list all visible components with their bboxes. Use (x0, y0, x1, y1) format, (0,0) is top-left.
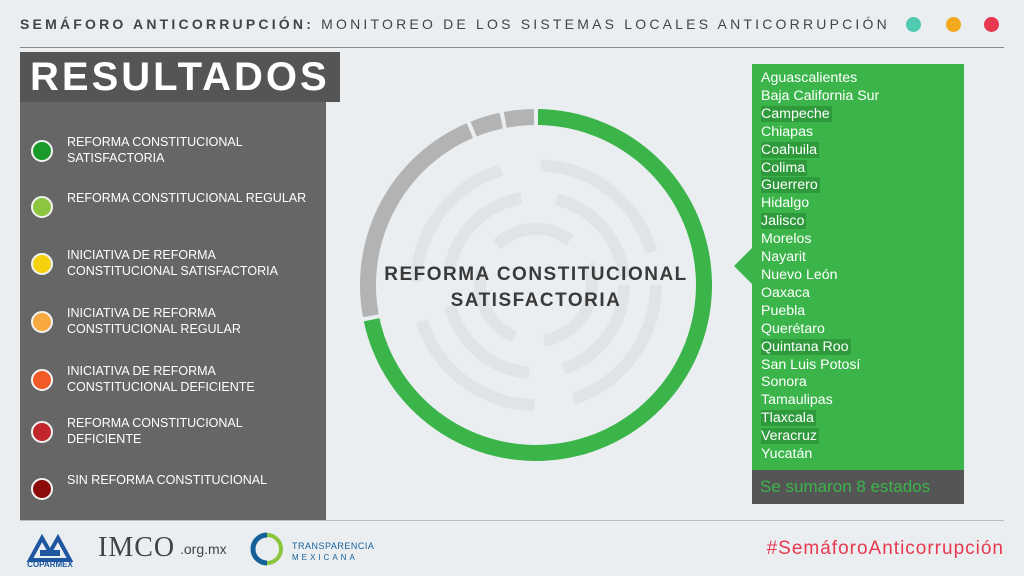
state-item: Guerrero (761, 177, 961, 195)
state-item: Querétaro (761, 321, 961, 339)
state-name: Oaxaca (761, 284, 810, 301)
state-item: Baja California Sur (761, 88, 961, 106)
state-item: Quintana Roo (761, 338, 961, 357)
donut-segment-2 (470, 112, 503, 137)
legend-item: INICIATIVA DE REFORMA CONSTITUCIONAL REG… (31, 305, 321, 345)
transparencia-mexicana-line1: TRANSPARENCIA (292, 541, 375, 551)
state-name: Tlaxcala (761, 410, 816, 427)
states-list: Aguascalientes Baja California Sur Campech… (761, 70, 961, 464)
donut-segments (360, 109, 712, 462)
state-name: Aguascalientes (761, 70, 858, 86)
chart-center-label: REFORMA CONSTITUCIONAL SATISFACTORIA (384, 264, 688, 311)
state-name: Veracruz (761, 428, 819, 445)
coparmex-logo-text: COPARMEX (27, 560, 73, 569)
footer-divider (20, 520, 1004, 521)
legend-label: REFORMA CONSTITUCIONAL SATISFACTORIA (67, 135, 243, 165)
state-name: Hidalgo (761, 195, 810, 212)
donut-segment-3 (503, 109, 535, 128)
legend-color-dot-icon (31, 311, 53, 333)
teal-dot-icon (906, 17, 921, 32)
transparencia-mexicana-line2: MEXICANA (292, 553, 358, 562)
coparmex-logo-icon (26, 533, 74, 562)
state-name: Baja California Sur (761, 87, 880, 104)
state-name: Querétaro (761, 320, 825, 337)
decorative-ring (442, 191, 630, 379)
state-name: Nayarit (761, 249, 806, 266)
state-item: Chiapas (761, 124, 961, 142)
legend-label: REFORMA CONSTITUCIONAL REGULAR (67, 191, 307, 205)
state-item: Jalisco (761, 213, 961, 231)
decorative-rings (410, 159, 662, 411)
donut-chart-svg (360, 109, 712, 462)
state-item: Colima (761, 159, 961, 178)
state-item: Hidalgo (761, 195, 961, 213)
legend-label: INICIATIVA DE REFORMA CONSTITUCIONAL REG… (67, 306, 241, 336)
states-summary: Se sumaron 8 estados (752, 470, 964, 504)
imco-logo-suffix: .org.mx (180, 541, 227, 557)
legend-color-dot-icon (31, 253, 53, 275)
red-dot-icon (984, 17, 999, 32)
donut-segment-1 (360, 123, 474, 318)
transparencia-mexicana-logo-icon (250, 532, 283, 566)
results-panel: RESULTADOS REFORMA CONSTITUCIONAL SATISF… (20, 52, 340, 520)
state-name: San Luis Potosí (761, 356, 861, 373)
state-name: Nuevo León (761, 266, 838, 283)
state-item: Puebla (761, 303, 961, 321)
state-name: Colima (761, 159, 808, 176)
legend-color-dot-icon (31, 421, 53, 443)
state-name: Campeche (761, 105, 832, 122)
legend-color-dot-icon (31, 196, 53, 218)
state-item: Nuevo León (761, 267, 961, 285)
state-name: Guerrero (761, 177, 820, 194)
state-name: Yucatán (761, 446, 813, 463)
legend-item: REFORMA CONSTITUCIONAL SATISFACTORIA (31, 134, 321, 174)
state-name: Puebla (761, 302, 806, 319)
decorative-ring (410, 159, 662, 411)
state-item: Veracruz (761, 428, 961, 446)
legend-item: INICIATIVA DE REFORMA CONSTITUCIONAL DEF… (31, 363, 321, 403)
hashtag: #SemáforoAnticorrupción (766, 538, 1004, 559)
state-item: Tlaxcala (761, 410, 961, 428)
legend-color-dot-icon (31, 369, 53, 391)
legend-label: REFORMA CONSTITUCIONAL DEFICIENTE (67, 416, 243, 446)
state-item: Yucatán (761, 446, 961, 464)
legend-label: INICIATIVA DE REFORMA CONSTITUCIONAL DEF… (67, 364, 255, 394)
legend-color-dot-icon (31, 478, 53, 500)
state-name: Morelos (761, 231, 812, 248)
state-item: Campeche (761, 105, 961, 124)
header-title-bold: SEMÁFORO ANTICORRUPCIÓN: (20, 16, 315, 32)
states-pointer-arrow (734, 246, 754, 286)
state-name: Tamaulipas (761, 392, 833, 409)
state-item: Tamaulipas (761, 392, 961, 410)
header-title: SEMÁFORO ANTICORRUPCIÓN: MONITOREO DE LO… (20, 16, 890, 32)
orange-dot-icon (946, 17, 961, 32)
state-item: Aguascalientes (761, 70, 961, 88)
legend-label: INICIATIVA DE REFORMA CONSTITUCIONAL SAT… (67, 248, 278, 278)
state-item: Sonora (761, 374, 961, 392)
imco-logo: IMCO (98, 532, 176, 563)
state-item: Coahuila (761, 141, 961, 160)
results-title: RESULTADOS (20, 52, 340, 102)
state-name: Jalisco (761, 213, 807, 230)
legend-label: SIN REFORMA CONSTITUCIONAL (67, 473, 268, 487)
header-title-rest: MONITOREO DE LOS SISTEMAS LOCALES ANTICO… (314, 16, 890, 32)
state-item: Nayarit (761, 249, 961, 267)
legend-item: INICIATIVA DE REFORMA CONSTITUCIONAL SAT… (31, 247, 321, 287)
legend-item: SIN REFORMA CONSTITUCIONAL (31, 472, 321, 512)
decorative-ring (474, 223, 598, 347)
states-panel: Aguascalientes Baja California Sur Campech… (752, 64, 964, 504)
state-item: Morelos (761, 231, 961, 249)
legend-item: REFORMA CONSTITUCIONAL REGULAR (31, 190, 321, 230)
legend-item: REFORMA CONSTITUCIONAL DEFICIENTE (31, 415, 321, 455)
header: SEMÁFORO ANTICORRUPCIÓN: MONITOREO DE LO… (20, 14, 1004, 48)
legend-color-dot-icon (31, 140, 53, 162)
donut-chart: REFORMA CONSTITUCIONAL SATISFACTORIA (358, 107, 714, 463)
state-name: Coahuila (761, 141, 820, 158)
state-name: Sonora (761, 374, 807, 391)
state-name: Chiapas (761, 123, 814, 140)
state-name: Quintana Roo (761, 338, 851, 355)
state-item: Oaxaca (761, 285, 961, 303)
state-item: San Luis Potosí (761, 357, 961, 375)
